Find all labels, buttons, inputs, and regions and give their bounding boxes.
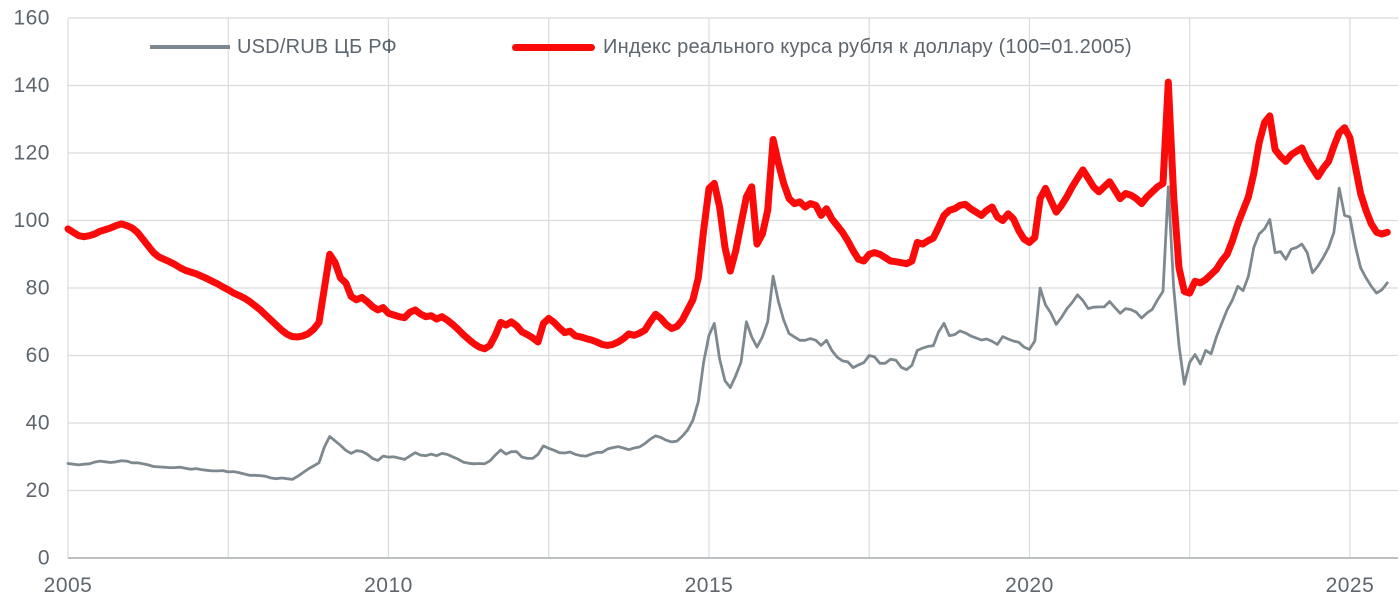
series-line	[66, 185, 1389, 481]
y-tick-label: 120	[13, 142, 50, 165]
y-tick-label: 20	[26, 479, 50, 502]
y-tick-label: 100	[13, 209, 50, 232]
y-tick-label: 140	[13, 74, 50, 97]
series-line	[64, 78, 1391, 353]
legend-label-usdrub: USD/RUB ЦБ РФ	[237, 35, 397, 58]
x-tick-label: 2010	[364, 574, 413, 597]
legend-item-usdrub: USD/RUB ЦБ РФ	[150, 32, 397, 62]
y-tick-label: 160	[13, 7, 50, 30]
legend-label-real-index: Индекс реального курса рубля к доллару (…	[603, 35, 1132, 58]
legend-item-real-index: Индекс реального курса рубля к доллару (…	[512, 32, 1132, 62]
x-tick-label: 2020	[1005, 574, 1054, 597]
y-tick-label: 0	[38, 547, 50, 570]
legend-line-real-index-icon	[512, 43, 595, 51]
y-tick-label: 40	[26, 412, 50, 435]
x-tick-label: 2005	[44, 574, 93, 597]
legend-line-usdrub-icon	[150, 45, 230, 49]
x-tick-label: 2025	[1326, 574, 1375, 597]
y-tick-label: 80	[26, 277, 50, 300]
y-tick-label: 60	[26, 344, 50, 367]
x-tick-label: 2015	[685, 574, 734, 597]
